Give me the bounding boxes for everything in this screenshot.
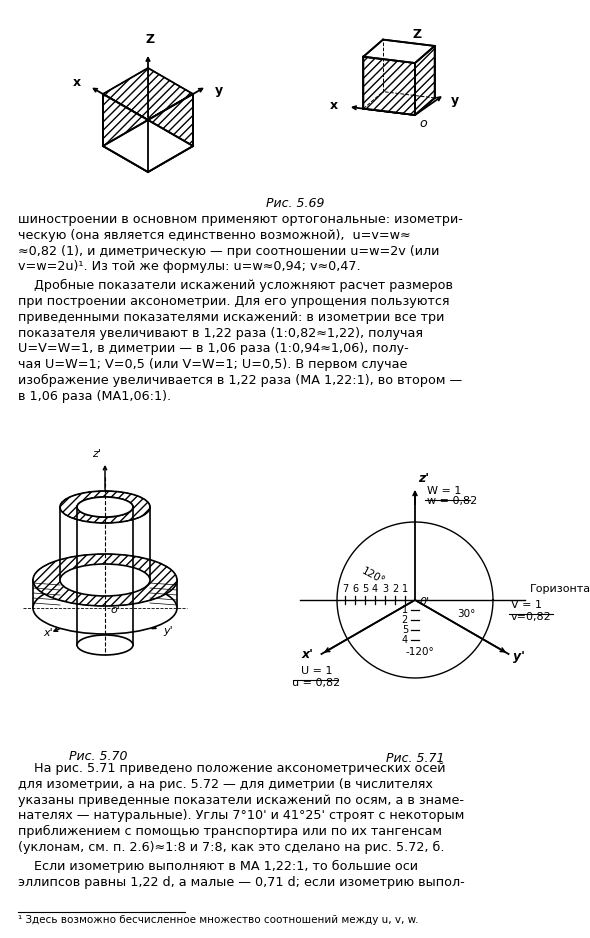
Text: U = 1: U = 1 bbox=[301, 666, 332, 676]
Text: ческую (она является единственно возможной),  u=v=w≈: ческую (она является единственно возможн… bbox=[18, 229, 411, 242]
Text: V = 1: V = 1 bbox=[511, 600, 542, 610]
Text: эллипсов равны 1,22 d, а малые — 0,71 d; если изометрию выпол-: эллипсов равны 1,22 d, а малые — 0,71 d;… bbox=[18, 875, 465, 888]
Polygon shape bbox=[103, 120, 193, 172]
Ellipse shape bbox=[60, 491, 150, 523]
Text: o': o' bbox=[110, 605, 120, 615]
Text: 1: 1 bbox=[402, 584, 408, 594]
Text: y: y bbox=[215, 84, 224, 98]
Text: 2: 2 bbox=[402, 615, 408, 625]
Text: Рис. 5.70: Рис. 5.70 bbox=[69, 750, 127, 763]
Text: (уклонам, см. п. 2.6)≈1:8 и 7:8, как это сделано на рис. 5.72, б.: (уклонам, см. п. 2.6)≈1:8 и 7:8, как это… bbox=[18, 841, 444, 855]
Text: x: x bbox=[330, 99, 338, 113]
Text: 5: 5 bbox=[402, 625, 408, 635]
Text: Рис. 5.69: Рис. 5.69 bbox=[266, 197, 324, 210]
Text: x': x' bbox=[301, 648, 313, 661]
Text: 30°: 30° bbox=[457, 609, 476, 619]
Ellipse shape bbox=[60, 564, 150, 596]
Text: показателя увеличивают в 1,22 раза (1:0,82≈1,22), получая: показателя увеличивают в 1,22 раза (1:0,… bbox=[18, 326, 423, 340]
Text: шиностроении в основном применяют ортогональные: изометри-: шиностроении в основном применяют ортого… bbox=[18, 213, 463, 226]
Text: y': y' bbox=[163, 626, 173, 636]
Polygon shape bbox=[363, 92, 435, 115]
Text: ≈0,82 (1), и диметрическую — при соотношении u=w=2v (или: ≈0,82 (1), и диметрическую — при соотнош… bbox=[18, 245, 440, 258]
Ellipse shape bbox=[33, 554, 177, 606]
Text: 120°: 120° bbox=[360, 566, 387, 586]
Text: ¹ Здесь возможно бесчисленное множество соотношений между u, v, w.: ¹ Здесь возможно бесчисленное множество … bbox=[18, 915, 418, 925]
Polygon shape bbox=[103, 68, 193, 120]
Text: v=0,82: v=0,82 bbox=[511, 612, 552, 622]
Text: 6: 6 bbox=[352, 584, 358, 594]
Ellipse shape bbox=[77, 497, 133, 517]
Text: Дробные показатели искажений усложняют расчет размеров: Дробные показатели искажений усложняют р… bbox=[18, 280, 453, 293]
Polygon shape bbox=[363, 39, 435, 63]
Text: приближением с помощью транспортира или по их тангенсам: приближением с помощью транспортира или … bbox=[18, 825, 442, 839]
Text: U=V=W=1, в диметрии — в 1,06 раза (1:0,94≈1,06), полу-: U=V=W=1, в диметрии — в 1,06 раза (1:0,9… bbox=[18, 342, 409, 356]
Text: z': z' bbox=[418, 472, 429, 485]
Text: 0': 0' bbox=[419, 597, 429, 607]
Text: w = 0,82: w = 0,82 bbox=[427, 496, 477, 506]
Text: z': z' bbox=[92, 449, 101, 459]
Ellipse shape bbox=[77, 497, 133, 517]
Text: 7: 7 bbox=[342, 584, 348, 594]
Text: 4: 4 bbox=[402, 635, 408, 645]
Polygon shape bbox=[363, 56, 415, 115]
Text: 2: 2 bbox=[392, 584, 398, 594]
Ellipse shape bbox=[77, 635, 133, 655]
Text: 5: 5 bbox=[362, 584, 368, 594]
Text: 4: 4 bbox=[372, 584, 378, 594]
Text: y: y bbox=[450, 94, 458, 107]
Text: v=w=2u)¹. Из той же формулы: u=w≈0,94; v≈0,47.: v=w=2u)¹. Из той же формулы: u=w≈0,94; v… bbox=[18, 261, 360, 273]
Ellipse shape bbox=[33, 582, 177, 634]
Text: x': x' bbox=[43, 628, 53, 638]
Text: изображение увеличивается в 1,22 раза (MА 1,22:1), во втором —: изображение увеличивается в 1,22 раза (M… bbox=[18, 374, 462, 387]
Text: x: x bbox=[73, 76, 81, 89]
Text: при построении аксонометрии. Для его упрощения пользуются: при построении аксонометрии. Для его упр… bbox=[18, 295, 450, 308]
Polygon shape bbox=[148, 94, 193, 172]
Text: в 1,06 раза (MА1,06:1).: в 1,06 раза (MА1,06:1). bbox=[18, 390, 171, 402]
Text: Z: Z bbox=[412, 28, 422, 41]
Text: Горизонтально: Горизонтально bbox=[530, 584, 590, 594]
Text: W = 1: W = 1 bbox=[427, 486, 461, 496]
Text: 1: 1 bbox=[402, 605, 408, 615]
Text: На рис. 5.71 приведено положение аксонометрических осей: На рис. 5.71 приведено положение аксоном… bbox=[18, 762, 445, 775]
Text: y': y' bbox=[513, 650, 525, 663]
Text: o: o bbox=[419, 117, 427, 130]
Text: o: o bbox=[153, 122, 160, 135]
Text: указаны приведенные показатели искажений по осям, а в знаме-: указаны приведенные показатели искажений… bbox=[18, 794, 464, 807]
Text: чая U=W=1; V=0,5 (или V=W=1; U=0,5). В первом случае: чая U=W=1; V=0,5 (или V=W=1; U=0,5). В п… bbox=[18, 358, 407, 371]
Polygon shape bbox=[103, 94, 148, 172]
Text: 3: 3 bbox=[382, 584, 388, 594]
Text: Z: Z bbox=[146, 33, 155, 46]
Polygon shape bbox=[415, 46, 435, 115]
Text: -120°: -120° bbox=[406, 647, 434, 657]
Text: для изометрии, а на рис. 5.72 — для диметрии (в числителях: для изометрии, а на рис. 5.72 — для диме… bbox=[18, 778, 433, 791]
Text: нателях — натуральные). Углы 7°10' и 41°25' строят с некоторым: нателях — натуральные). Углы 7°10' и 41°… bbox=[18, 809, 464, 823]
Text: приведенными показателями искажений: в изометрии все три: приведенными показателями искажений: в и… bbox=[18, 310, 444, 324]
Text: Если изометрию выполняют в MА 1,22:1, то большие оси: Если изометрию выполняют в MА 1,22:1, то… bbox=[18, 860, 418, 873]
Text: Рис. 5.71: Рис. 5.71 bbox=[386, 752, 444, 765]
Text: u = 0,82: u = 0,82 bbox=[292, 678, 340, 688]
